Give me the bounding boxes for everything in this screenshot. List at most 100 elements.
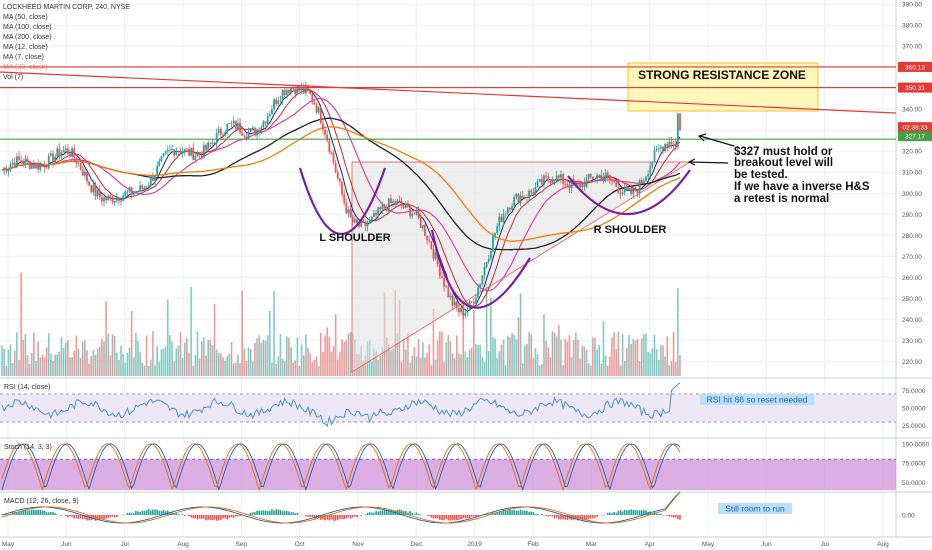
indicator-ma7[interactable]: MA (7, close) (3, 54, 44, 61)
volume-bar (632, 338, 635, 376)
candle-body (141, 185, 144, 189)
macd-line (1, 491, 681, 524)
candle-body (438, 264, 441, 277)
volume-bar (98, 346, 101, 376)
candle-body (659, 146, 662, 149)
macd-histogram-bar (330, 515, 333, 520)
candle-body (653, 150, 656, 163)
price-tick-label: 240.00 (902, 317, 922, 324)
rsi-title: RSI (14, close) (4, 384, 50, 391)
candle-body (103, 197, 105, 202)
volume-bar (349, 332, 352, 376)
macd-histogram-bar (579, 515, 581, 519)
indicator-ma100[interactable]: MA (100, close) (3, 24, 52, 31)
volume-bar (192, 365, 195, 376)
candle-body (58, 148, 61, 157)
candle-body (445, 286, 448, 288)
time-axis[interactable]: May Jun Jul Aug Sep Oct Nov Dec 2019 Feb Mar Apr May… (2, 541, 889, 548)
volume-bar (334, 314, 337, 376)
volume-bar (524, 345, 526, 376)
volume-bar (160, 349, 163, 376)
volume-bar (468, 349, 471, 376)
volume-bar (390, 350, 392, 376)
candle-body (339, 178, 341, 182)
indicator-ma12[interactable]: MA (12, close) (3, 44, 48, 51)
volume-bar (445, 342, 448, 376)
volume-bar (636, 338, 639, 376)
candle-body (545, 175, 548, 177)
candle-body (636, 191, 639, 194)
candle-body (494, 233, 496, 236)
candle-body (362, 220, 365, 222)
left-shoulder-label: L SHOULDER (319, 232, 390, 244)
macd-histogram-bar (541, 513, 543, 515)
volume-bar (251, 361, 254, 376)
candle-body (77, 162, 80, 164)
volume-bar (94, 354, 97, 376)
candle-body (294, 88, 297, 95)
volume-bar (256, 338, 258, 376)
macd-histogram-bar (135, 510, 137, 515)
price-label-box (898, 122, 932, 133)
candle-body (373, 212, 375, 217)
macd-histogram-bar (385, 510, 388, 515)
stoch-tick-label: 50.0000 (902, 480, 926, 487)
macd-histogram-bar (526, 510, 528, 515)
candle-body (628, 187, 630, 190)
macd-histogram-bar (156, 509, 158, 515)
volume-bar (530, 334, 533, 376)
macd-histogram-bar (609, 512, 611, 515)
volume-bar (451, 353, 454, 376)
rsi-line (1, 382, 681, 427)
candle-body (113, 200, 116, 203)
indicator-ma30[interactable]: MA (30, close) (3, 64, 48, 71)
volume-bar (268, 311, 271, 376)
macd-histogram-bar (205, 515, 207, 521)
macd-histogram-bar (305, 515, 307, 517)
candle-body (313, 101, 316, 105)
volume-bar (660, 345, 662, 376)
macd-histogram-bar (126, 512, 129, 515)
macd-histogram-bar (249, 512, 252, 515)
candle-body (62, 150, 65, 153)
candle-body (547, 176, 550, 180)
macd-histogram-bar (39, 509, 42, 515)
indicator-ma200[interactable]: MA (200, close) (3, 34, 52, 41)
macd-histogram-bar (566, 515, 569, 521)
candle-body (621, 192, 624, 194)
candle-body (324, 129, 326, 135)
candle-body (64, 148, 67, 151)
volume-bar (551, 331, 554, 376)
candle-body (528, 190, 530, 198)
indicator-volume[interactable]: Vol (7) (3, 74, 24, 81)
volume-bar (609, 356, 611, 376)
candle-body (162, 153, 165, 157)
volume-bar (375, 351, 377, 376)
macd-histogram-bar (621, 511, 624, 515)
volume-bar (113, 335, 116, 376)
macd-histogram-bar (466, 515, 469, 519)
volume-bar (309, 353, 311, 376)
macd-histogram-bar (50, 512, 52, 515)
volume-bar (496, 357, 499, 376)
candle-body (90, 185, 93, 193)
shoulder-arc (430, 229, 531, 309)
macd-histogram-bar (71, 515, 73, 517)
candle-body (211, 142, 214, 144)
volume-bar (592, 337, 594, 376)
volume-bar (158, 361, 161, 376)
volume-bar (430, 365, 433, 376)
macd-histogram-bar (549, 515, 552, 517)
macd-histogram-bar (670, 515, 673, 517)
macd-histogram-bar (324, 515, 326, 521)
candle-body (613, 181, 616, 183)
volume-bar (343, 341, 345, 376)
volume-bar (217, 352, 220, 376)
volume-bar (118, 360, 120, 376)
macd-histogram-bar (258, 510, 260, 515)
candle-body (322, 123, 324, 130)
macd-histogram-bar (103, 515, 105, 520)
indicator-ma50[interactable]: MA (50, close) (3, 14, 48, 21)
